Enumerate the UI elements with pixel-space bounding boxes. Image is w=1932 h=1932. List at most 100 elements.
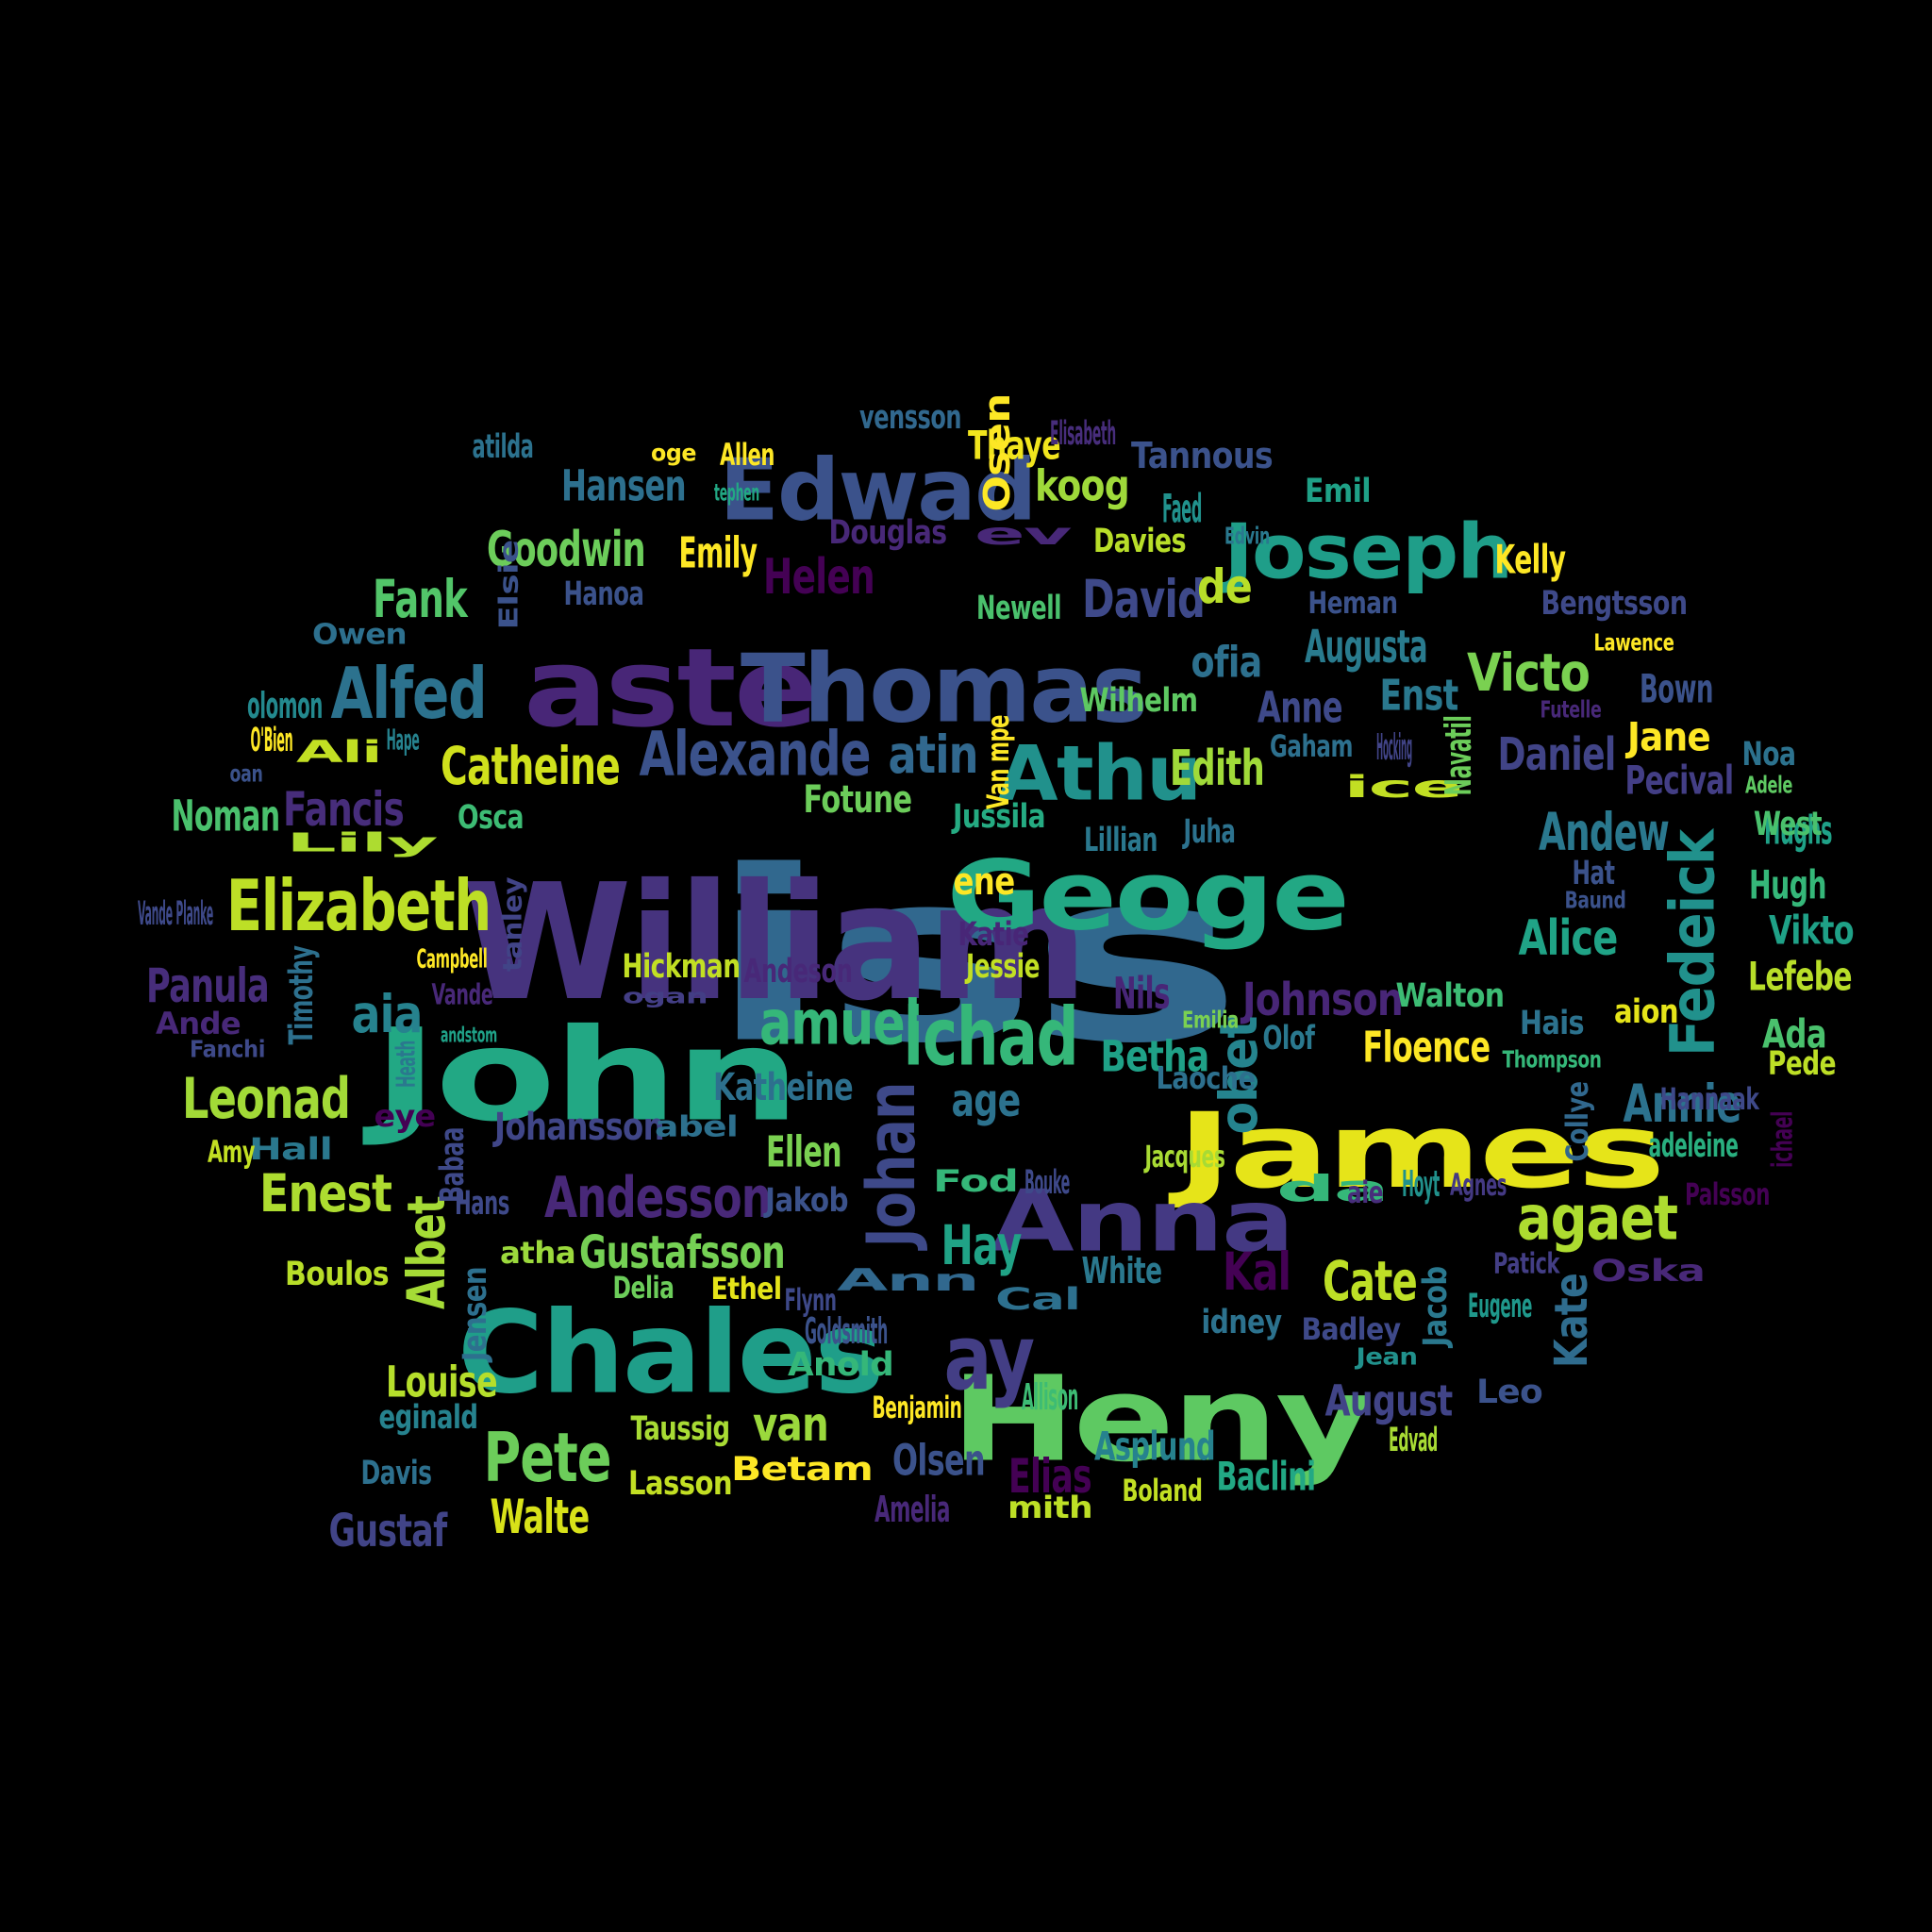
word-atilda: atilda <box>473 428 534 466</box>
word-idney: idney <box>1202 1304 1283 1341</box>
word-asplund: Asplund <box>1094 1424 1215 1470</box>
word-walton: Walton <box>1396 977 1505 1015</box>
word-hall: Hall <box>249 1131 332 1167</box>
word-tannous: Tannous <box>1131 435 1273 476</box>
word-hocking: Hocking <box>1376 726 1412 768</box>
word-gaham: Gaham <box>1270 728 1353 764</box>
word-aion: aion <box>1614 993 1678 1031</box>
word-katheine: Katheine <box>713 1066 853 1109</box>
word-owen: Owen <box>312 619 407 652</box>
word-enest: Enest <box>259 1163 392 1224</box>
word-johansson: Johansson <box>492 1106 664 1149</box>
word-ann: Ann <box>837 1262 978 1298</box>
word-elizabeth: Elizabeth <box>226 864 491 947</box>
word-betha: Betha <box>1101 1032 1209 1082</box>
word-hannaak: Hannaak <box>1660 1081 1760 1117</box>
word-laoche: Laoche <box>1157 1060 1256 1096</box>
word-babaa: Babaa <box>434 1127 472 1203</box>
word-fod: Fod <box>933 1163 1018 1199</box>
word-johnson: Johnson <box>1241 974 1403 1026</box>
word-atha: atha <box>500 1235 575 1271</box>
word-jussila: Jussila <box>951 798 1045 836</box>
word-andew: Andew <box>1539 802 1669 862</box>
word-hay: Hay <box>941 1213 1022 1277</box>
word-david: David <box>1082 569 1205 629</box>
word-hans: Hans <box>455 1185 509 1223</box>
word-douglas: Douglas <box>829 514 947 552</box>
word-fancis: Fancis <box>283 782 404 837</box>
word-tephen: tephen <box>714 479 759 507</box>
word-heman: Heman <box>1308 585 1398 621</box>
word-badley: Badley <box>1302 1311 1402 1347</box>
word-nils: Nils <box>1113 968 1170 1019</box>
word-catheine: Catheine <box>441 736 620 796</box>
word-futelle: Futelle <box>1541 696 1602 724</box>
word-jacques: Jacques <box>1143 1139 1224 1174</box>
word-jacob: Jacob <box>1417 1267 1455 1349</box>
word-edvad: Edvad <box>1389 1422 1438 1459</box>
word-bown: Bown <box>1640 666 1713 712</box>
word-joseph: Joseph <box>1219 508 1511 596</box>
word-amy: Amy <box>208 1134 255 1170</box>
word-chales: Chales <box>458 1289 882 1420</box>
word-athu: Athu <box>998 730 1201 818</box>
word-anna: Anna <box>991 1173 1292 1272</box>
word-baclini: Baclini <box>1217 1454 1316 1500</box>
word-hansen: Hansen <box>561 461 686 511</box>
word-oska: Oska <box>1591 1253 1705 1289</box>
word-hanoa: Hanoa <box>564 575 644 613</box>
word-pede: Pede <box>1768 1045 1836 1083</box>
word-ichael: ichael <box>1767 1111 1800 1168</box>
word-collye: Collye <box>1559 1082 1595 1162</box>
word-allison: Allison <box>1022 1376 1078 1418</box>
word-gustaf: Gustaf <box>329 1505 448 1557</box>
word-lawence: Lawence <box>1594 629 1674 657</box>
word-hugh: Hugh <box>1749 862 1826 908</box>
word-annie: Annie <box>1624 1074 1741 1134</box>
word-van: van <box>753 1397 828 1452</box>
word-victo: Victo <box>1467 642 1590 703</box>
word-agnes: Agnes <box>1450 1167 1507 1203</box>
word-koog: koog <box>1035 461 1129 511</box>
word-oge: oge <box>651 440 696 467</box>
word-aste: aste <box>524 625 816 752</box>
word-louise: Louise <box>386 1357 497 1407</box>
word-hais: Hais <box>1520 1005 1584 1042</box>
word-ene: ene <box>954 860 1015 904</box>
word-aie: aie <box>1347 1174 1383 1210</box>
word-leonad: Leonad <box>182 1066 350 1132</box>
word-alice: Alice <box>1519 910 1618 967</box>
word-kal: Kal <box>1223 1241 1291 1302</box>
word-lillian: Lillian <box>1084 822 1158 859</box>
word-de: de <box>1197 559 1252 614</box>
word-da: da <box>1276 1168 1388 1209</box>
word-walte: Walte <box>491 1490 590 1544</box>
word-jensen: Jensen <box>457 1267 494 1363</box>
word-cate: Cate <box>1323 1249 1417 1313</box>
word-eginald: eginald <box>379 1399 478 1437</box>
word-jessie: Jessie <box>965 948 1040 986</box>
word-kelly: Kelly <box>1495 537 1566 583</box>
word-bengtsson: Bengtsson <box>1541 585 1688 623</box>
word-noman: Noman <box>172 791 280 841</box>
word-newell: Newell <box>976 590 1061 627</box>
word-vande-planke: Vande Planke <box>138 895 213 933</box>
word-osen: Osen <box>976 394 1018 512</box>
word-vensson: vensson <box>859 399 961 437</box>
word-boland: Boland <box>1123 1473 1203 1508</box>
word-vande: Vande <box>432 979 493 1012</box>
word-abel: abel <box>655 1111 738 1144</box>
word-elisabeth: Elisabeth <box>1050 415 1116 453</box>
word-delia: Delia <box>613 1270 675 1306</box>
word-lily: Lily <box>286 827 438 858</box>
word-boulos: Boulos <box>285 1256 389 1293</box>
word-ay: ay <box>944 1307 1035 1410</box>
word-hughs: Hughs <box>1764 808 1832 854</box>
word-ogan: ogan <box>623 986 708 1009</box>
word-amelia: Amelia <box>874 1489 950 1530</box>
word-davis: Davis <box>361 1455 432 1492</box>
word-aia: aia <box>352 984 423 1044</box>
word-leo: Leo <box>1476 1374 1542 1411</box>
word-olof: Olof <box>1263 1020 1316 1058</box>
